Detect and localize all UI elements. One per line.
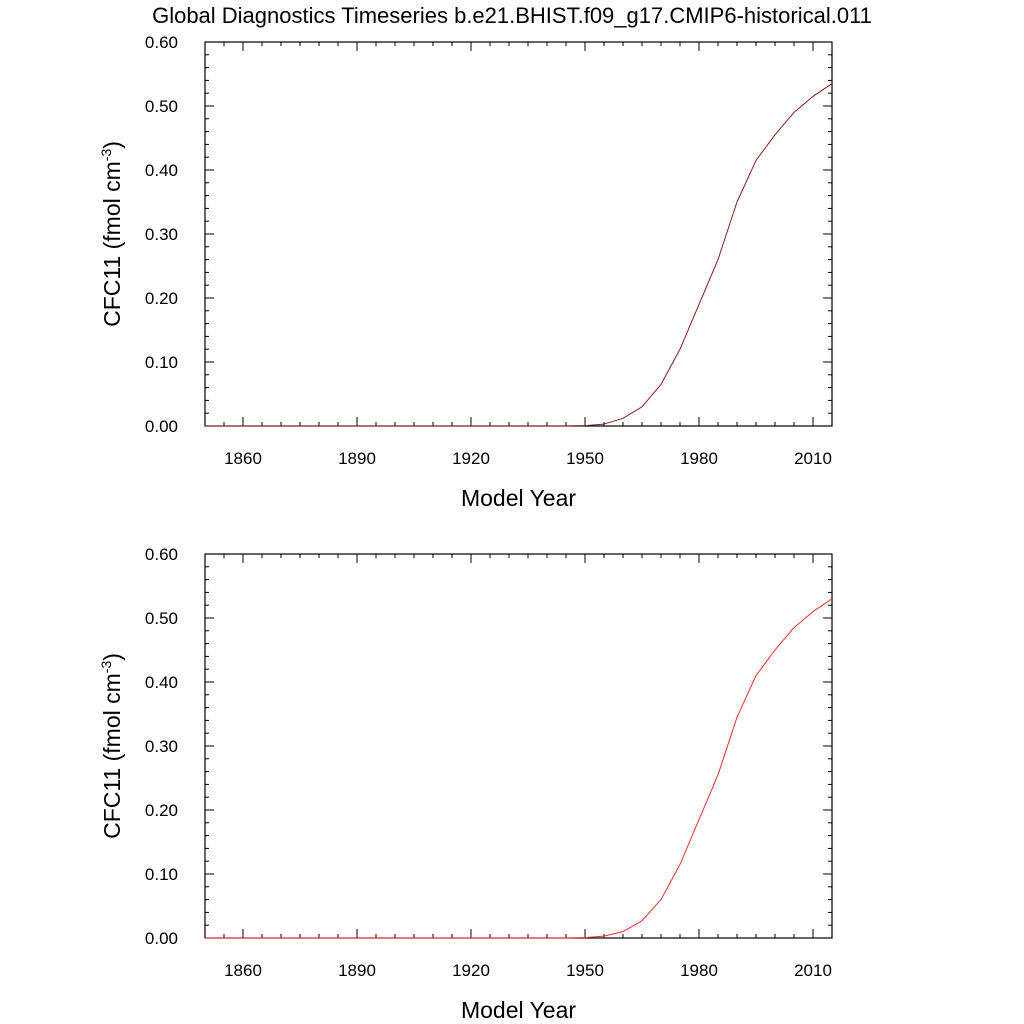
y-tick-label: 0.00 (145, 417, 178, 436)
y-axis-label-main: CFC11 (fmol cm (99, 673, 125, 839)
series-line (205, 598, 833, 939)
x-tick-label: 2010 (794, 449, 832, 468)
y-tick-label: 0.20 (145, 289, 178, 308)
x-tick-label: 1860 (224, 449, 262, 468)
x-axis-label: Model Year (461, 485, 576, 511)
y-tick-label: 0.20 (145, 801, 178, 820)
x-tick-label: 1950 (566, 449, 604, 468)
y-axis-label-close: ) (99, 141, 125, 149)
x-tick-label: 1980 (680, 449, 718, 468)
top-plot-panel: 1860 1890 1920 1950 1980 2010 0.00 0.10 0.20 0.30… (98, 33, 833, 511)
y-tick-label: 0.40 (145, 673, 178, 692)
plot-frame (204, 41, 833, 427)
x-tick-label: 1890 (338, 961, 376, 980)
y-tick-label: 0.10 (145, 353, 178, 372)
x-tick-label: 2010 (794, 961, 832, 980)
y-tick-label: 0.50 (145, 609, 178, 628)
x-tick-label: 1980 (680, 961, 718, 980)
x-tick-label: 1860 (224, 961, 262, 980)
y-axis-label-close: ) (99, 653, 125, 661)
figure-title: Global Diagnostics Timeseries b.e21.BHIS… (152, 3, 872, 28)
y-tick-label: 0.60 (145, 545, 178, 564)
y-axis-label: CFC11 (fmol cm-3) (98, 141, 125, 327)
y-tick-label: 0.30 (145, 737, 178, 756)
x-tick-label: 1920 (452, 961, 490, 980)
y-tick-label: 0.60 (145, 33, 178, 52)
x-tick-label: 1950 (566, 961, 604, 980)
y-axis-label-superscript: -3 (98, 149, 114, 162)
plot-frame (204, 553, 833, 939)
y-axis-label-main: CFC11 (fmol cm (99, 161, 125, 327)
y-axis-label-superscript: -3 (98, 661, 114, 674)
y-tick-label: 0.50 (145, 97, 178, 116)
y-tick-label: 0.10 (145, 865, 178, 884)
x-tick-label: 1920 (452, 449, 490, 468)
y-tick-label: 0.40 (145, 161, 178, 180)
y-tick-label: 0.30 (145, 225, 178, 244)
x-axis-label: Model Year (461, 997, 576, 1023)
x-tick-label: 1890 (338, 449, 376, 468)
series-line (205, 83, 833, 427)
y-axis-label: CFC11 (fmol cm-3) (98, 653, 125, 839)
bottom-plot-panel: 1860 1890 1920 1950 1980 2010 0.00 0.10 0.20 0.30… (98, 545, 833, 1023)
y-tick-label: 0.00 (145, 929, 178, 948)
